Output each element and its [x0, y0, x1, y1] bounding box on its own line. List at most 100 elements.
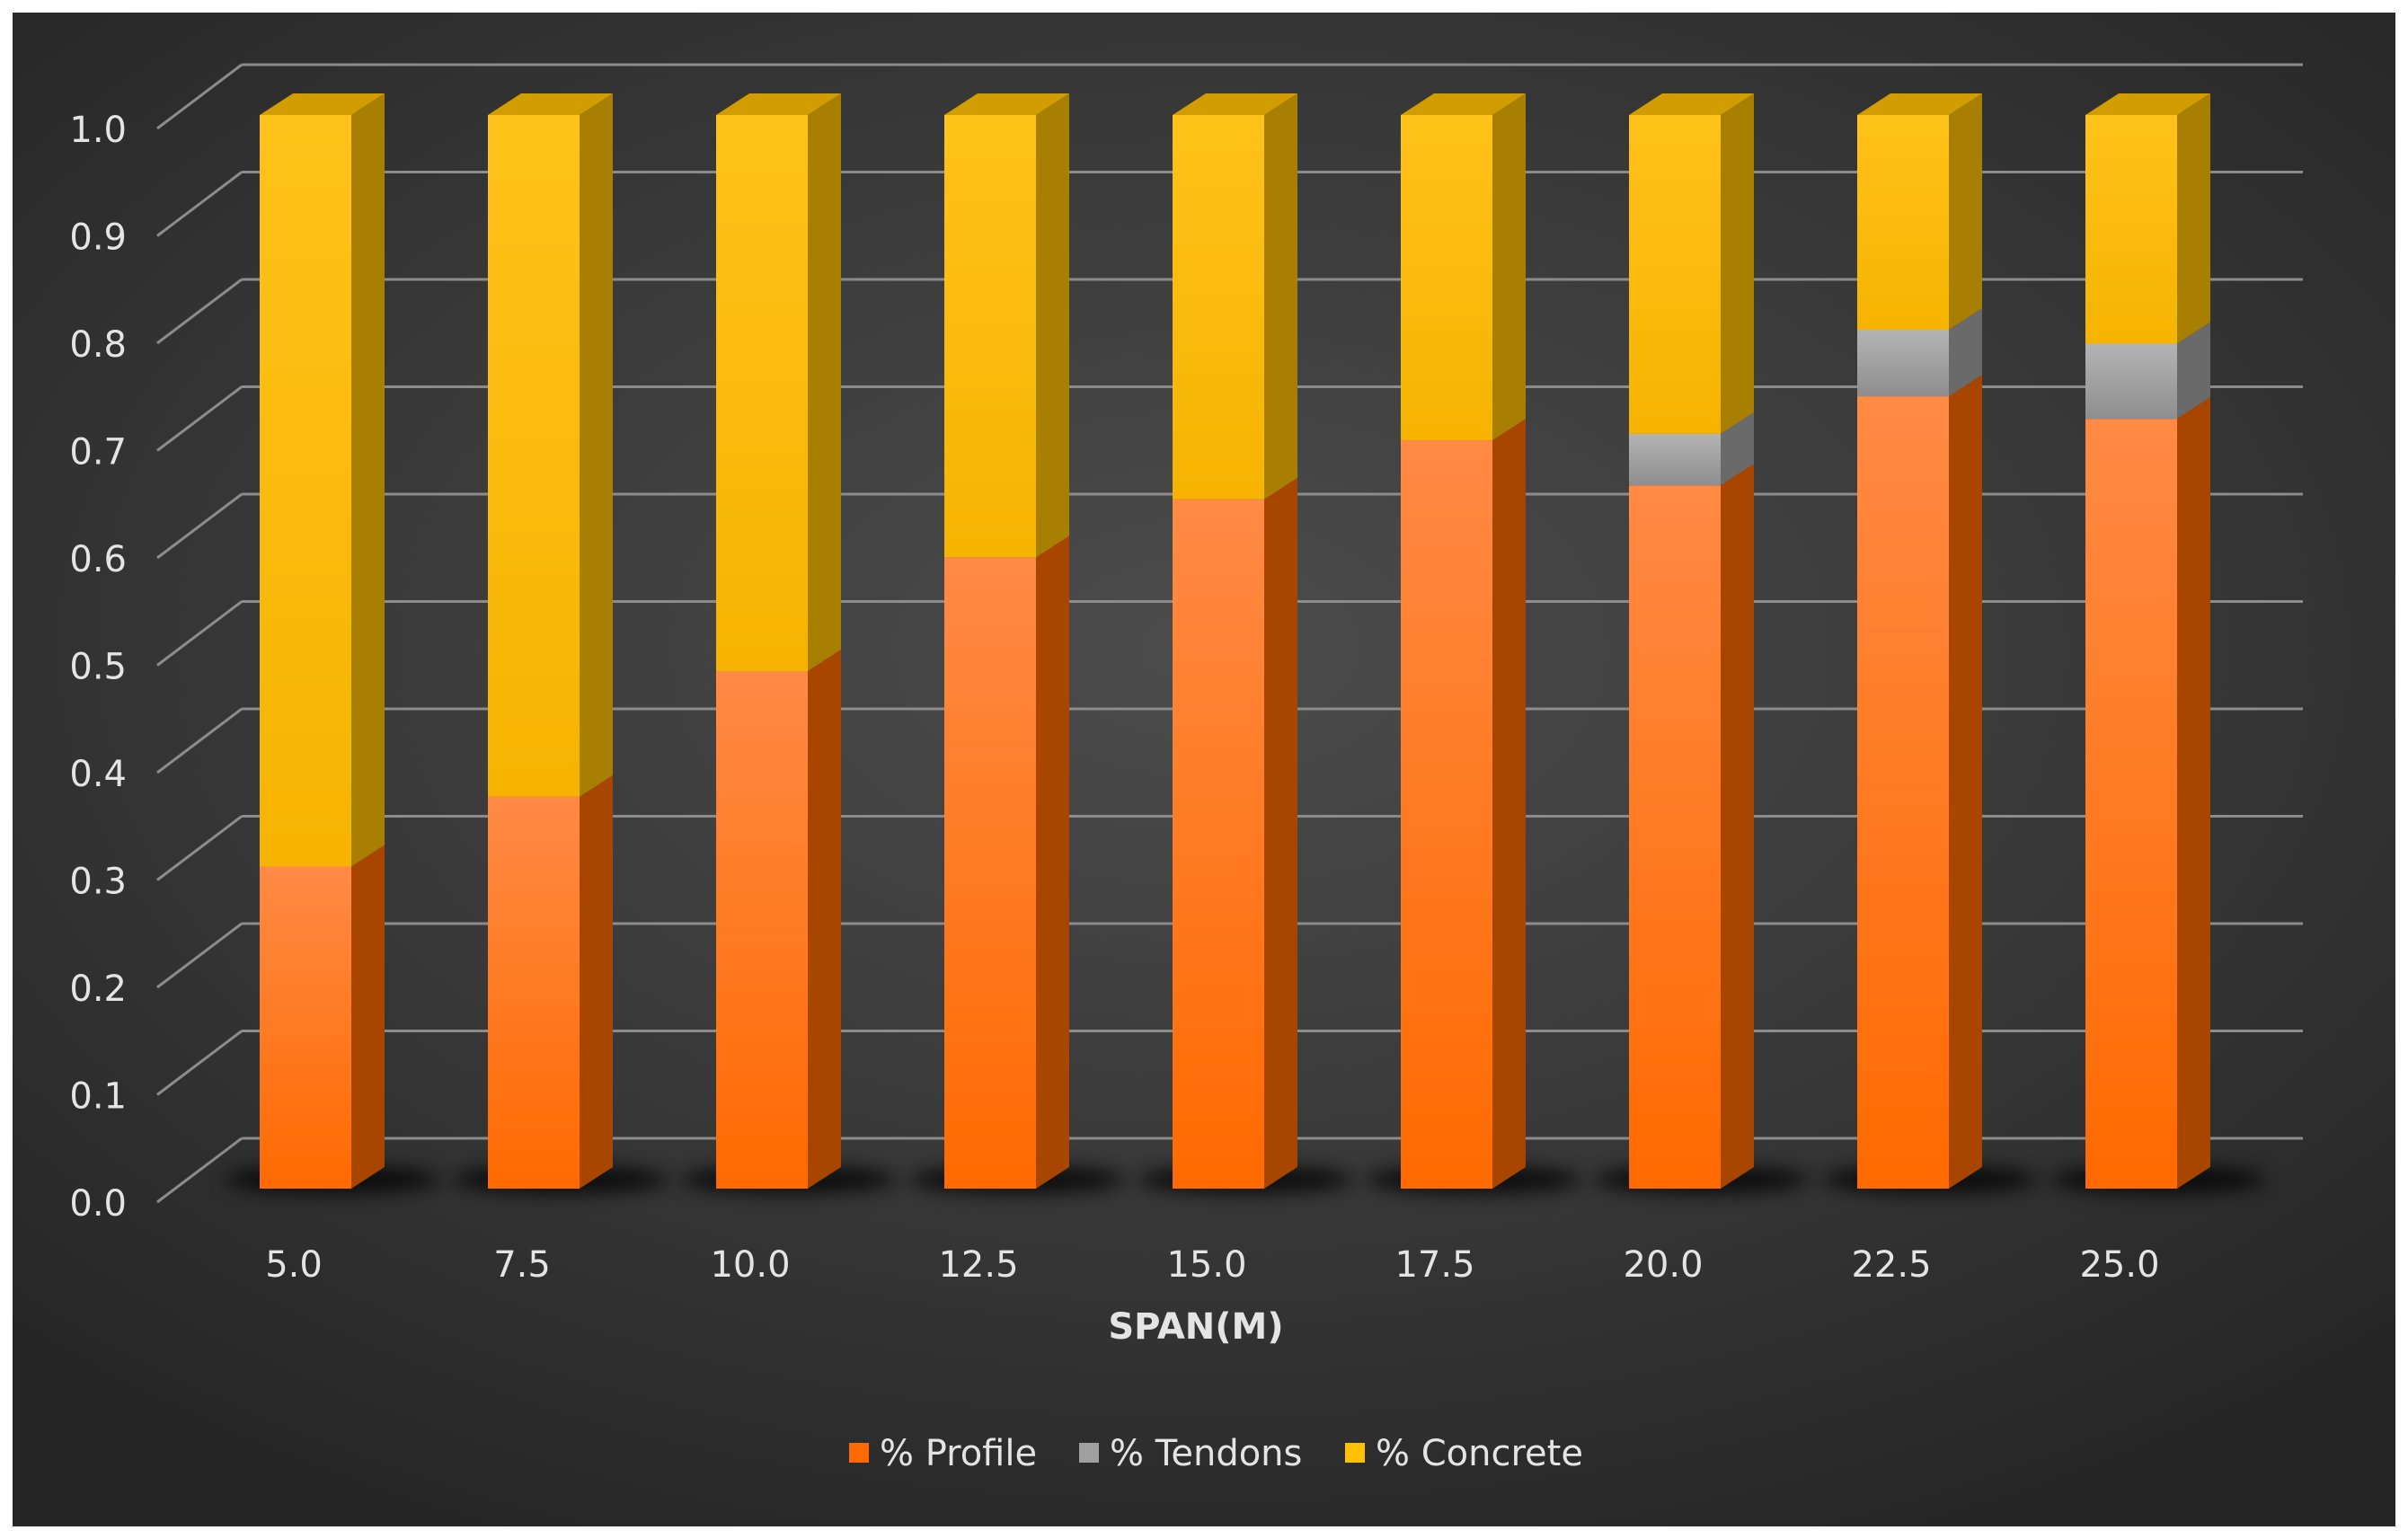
x-tick-label: 12.5 [938, 1244, 1018, 1286]
legend-label: % Tendons [1110, 1433, 1302, 1474]
bar-profile-17-5 [1401, 440, 1492, 1190]
y-tick-label: 0.9 [69, 217, 127, 259]
bar-profile-12-5-side [1036, 535, 1069, 1189]
bar-concrete-5-0-side [351, 93, 385, 867]
legend-swatch [849, 1443, 869, 1463]
bar-stack-15-0 [1173, 93, 1297, 1189]
x-axis-ticks: 5.0 7.5 10.0 12.5 15.0 17.5 20.0 22.5 25.0 [265, 1244, 2159, 1286]
x-axis-title: SPAN(M) [1108, 1306, 1283, 1348]
y-tick-label: 1.0 [69, 110, 127, 151]
x-tick-label: 20.0 [1623, 1244, 1703, 1286]
bar-concrete-15-0 [1173, 115, 1264, 500]
y-tick-label: 0.7 [69, 432, 127, 473]
bar-profile-20-0-side [1721, 464, 1754, 1189]
bar-profile-15-0-side [1264, 477, 1297, 1189]
gridline-diagonal [156, 1137, 243, 1204]
legend-swatch [1345, 1443, 1365, 1463]
legend-item-concrete: % Concrete [1345, 1433, 1583, 1474]
bar-concrete-17-5-top [1401, 93, 1526, 115]
y-tick-label: 0.0 [69, 1183, 127, 1225]
bar-concrete-12-5-top [944, 93, 1069, 115]
gridline-diagonal [156, 63, 243, 130]
bar-concrete-17-5-side [1492, 93, 1526, 441]
bar-concrete-17-5 [1401, 115, 1492, 441]
legend-item-tendons: % Tendons [1079, 1433, 1302, 1474]
bar-profile-22-5 [1857, 396, 1949, 1190]
bar-concrete-22-5-side [1949, 93, 1982, 330]
bar-concrete-25-0 [2085, 115, 2177, 344]
y-tick-label: 0.2 [69, 969, 127, 1010]
bar-concrete-10-0-side [808, 93, 841, 672]
gridline-diagonal [156, 600, 243, 667]
x-tick-label: 5.0 [265, 1244, 323, 1286]
bars [260, 93, 2210, 1190]
bar-stack-17-5 [1401, 93, 1526, 1190]
bar-concrete-10-0 [716, 115, 808, 672]
bar-profile-17-5-side [1492, 419, 1526, 1190]
bar-profile-7-5 [488, 796, 580, 1189]
gridline-diagonal [156, 922, 243, 989]
bar-concrete-22-5 [1857, 115, 1949, 330]
bar-concrete-7-5 [488, 115, 580, 797]
bar-profile-15-0 [1173, 499, 1264, 1189]
bar-stack-20-0 [1629, 93, 1754, 1189]
bar-stack-25-0 [2085, 93, 2210, 1189]
legend-label: % Concrete [1376, 1433, 1583, 1474]
x-tick-label: 25.0 [2079, 1244, 2159, 1286]
bar-stack-22-5 [1857, 93, 1982, 1190]
bar-tendons-25-0 [2085, 343, 2177, 420]
bar-concrete-22-5-top [1857, 93, 1982, 115]
legend: % Profile % Tendons % Concrete [849, 1433, 1583, 1474]
bar-profile-5-0 [260, 866, 351, 1189]
gridline-diagonal [156, 171, 243, 237]
bar-tendons-20-0-side [1721, 411, 1754, 486]
gridline-diagonal [156, 707, 243, 774]
bar-concrete-15-0-top [1173, 93, 1297, 115]
bar-concrete-12-5-side [1036, 93, 1069, 558]
bar-profile-25-0 [2085, 419, 2177, 1189]
gridline-diagonal [156, 492, 243, 560]
bar-profile-25-0-side [2177, 397, 2210, 1189]
bar-profile-22-5-side [1949, 375, 1982, 1190]
bar-tendons-22-5-side [1949, 308, 1982, 397]
bar-concrete-7-5-side [580, 93, 613, 797]
bar-concrete-5-0-top [260, 93, 385, 115]
bar-profile-10-0 [716, 671, 808, 1189]
bar-tendons-25-0-side [2177, 322, 2210, 420]
gridline-diagonal [156, 278, 243, 345]
bar-profile-12-5 [944, 557, 1036, 1189]
bar-concrete-25-0-top [2085, 93, 2210, 115]
x-tick-label: 17.5 [1394, 1244, 1474, 1286]
bar-concrete-5-0 [260, 115, 351, 867]
bar-concrete-7-5-top [488, 93, 613, 115]
bar-concrete-25-0-side [2177, 93, 2210, 344]
gridline-diagonal [156, 815, 243, 881]
y-axis-ticks: 0.0 0.1 0.2 0.3 0.4 0.5 0.6 0.7 0.8 0.9 1.0 [69, 110, 127, 1225]
gridline-diagonal [156, 1030, 243, 1096]
bar-stack-12-5 [944, 93, 1069, 1189]
legend-item-profile: % Profile [849, 1433, 1037, 1474]
y-tick-label: 0.1 [69, 1076, 127, 1118]
x-tick-label: 7.5 [493, 1244, 551, 1286]
bar-profile-20-0 [1629, 485, 1721, 1189]
bar-concrete-10-0-top [716, 93, 841, 115]
bar-profile-10-0-side [808, 650, 841, 1189]
bar-concrete-20-0-top [1629, 93, 1754, 115]
y-tick-label: 0.4 [69, 754, 127, 795]
x-tick-label: 15.0 [1166, 1244, 1246, 1286]
y-tick-label: 0.6 [69, 539, 127, 580]
y-tick-label: 0.5 [69, 647, 127, 688]
bar-tendons-20-0 [1629, 433, 1721, 486]
y-tick-label: 0.8 [69, 324, 127, 366]
x-tick-label: 10.0 [710, 1244, 790, 1286]
y-tick-label: 0.3 [69, 862, 127, 903]
gridline-diagonal [156, 385, 243, 452]
bar-stack-5-0 [260, 93, 385, 1189]
legend-label: % Profile [880, 1433, 1037, 1474]
bar-concrete-12-5 [944, 115, 1036, 558]
bar-concrete-20-0 [1629, 115, 1721, 434]
bar-tendons-22-5 [1857, 330, 1949, 397]
x-tick-label: 22.5 [1851, 1244, 1931, 1286]
bar-stack-10-0 [716, 93, 841, 1189]
